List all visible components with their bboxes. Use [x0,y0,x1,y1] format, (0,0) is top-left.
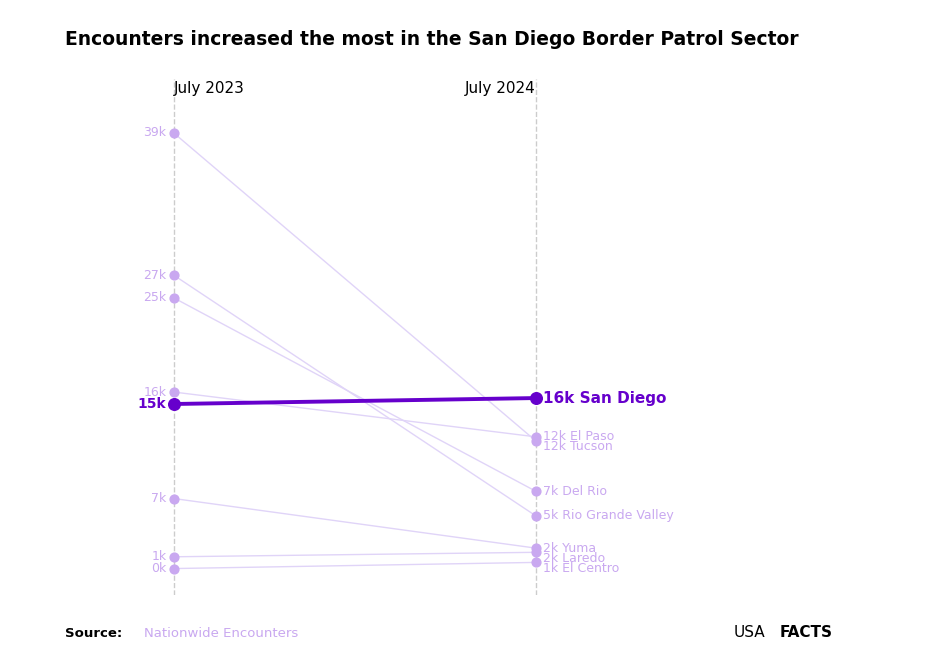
Point [166,493,181,504]
Point [166,293,181,303]
Point [528,547,543,558]
Text: Source:: Source: [65,627,122,640]
Text: 1k El Centro: 1k El Centro [543,562,619,575]
Point [528,393,543,403]
Text: 25k: 25k [143,292,166,304]
Text: 7k: 7k [151,492,166,505]
Text: 1k: 1k [151,551,166,563]
Point [166,551,181,562]
Text: FACTS: FACTS [779,625,831,640]
Text: 2k Laredo: 2k Laredo [543,552,605,564]
Text: Nationwide Encounters: Nationwide Encounters [144,627,298,640]
Text: 2k Yuma: 2k Yuma [543,541,596,555]
Text: USA: USA [733,625,765,640]
Text: 12k Tucson: 12k Tucson [543,440,612,453]
Point [166,563,181,574]
Text: 12k El Paso: 12k El Paso [543,430,613,444]
Text: 0k: 0k [151,562,166,575]
Text: 5k Rio Grande Valley: 5k Rio Grande Valley [543,510,674,522]
Point [166,399,181,409]
Point [528,486,543,496]
Point [166,128,181,138]
Text: 16k: 16k [143,385,166,399]
Text: 27k: 27k [143,268,166,282]
Point [166,270,181,280]
Text: 16k San Diego: 16k San Diego [543,391,666,406]
Text: 7k Del Rio: 7k Del Rio [543,485,607,498]
Point [528,432,543,442]
Point [528,543,543,553]
Point [528,436,543,446]
Text: July 2024: July 2024 [465,81,535,96]
Text: Encounters increased the most in the San Diego Border Patrol Sector: Encounters increased the most in the San… [65,30,798,49]
Point [528,557,543,568]
Point [166,387,181,397]
Text: 39k: 39k [143,126,166,139]
Text: July 2023: July 2023 [174,81,244,96]
Text: 15k: 15k [137,397,166,411]
Point [528,511,543,522]
